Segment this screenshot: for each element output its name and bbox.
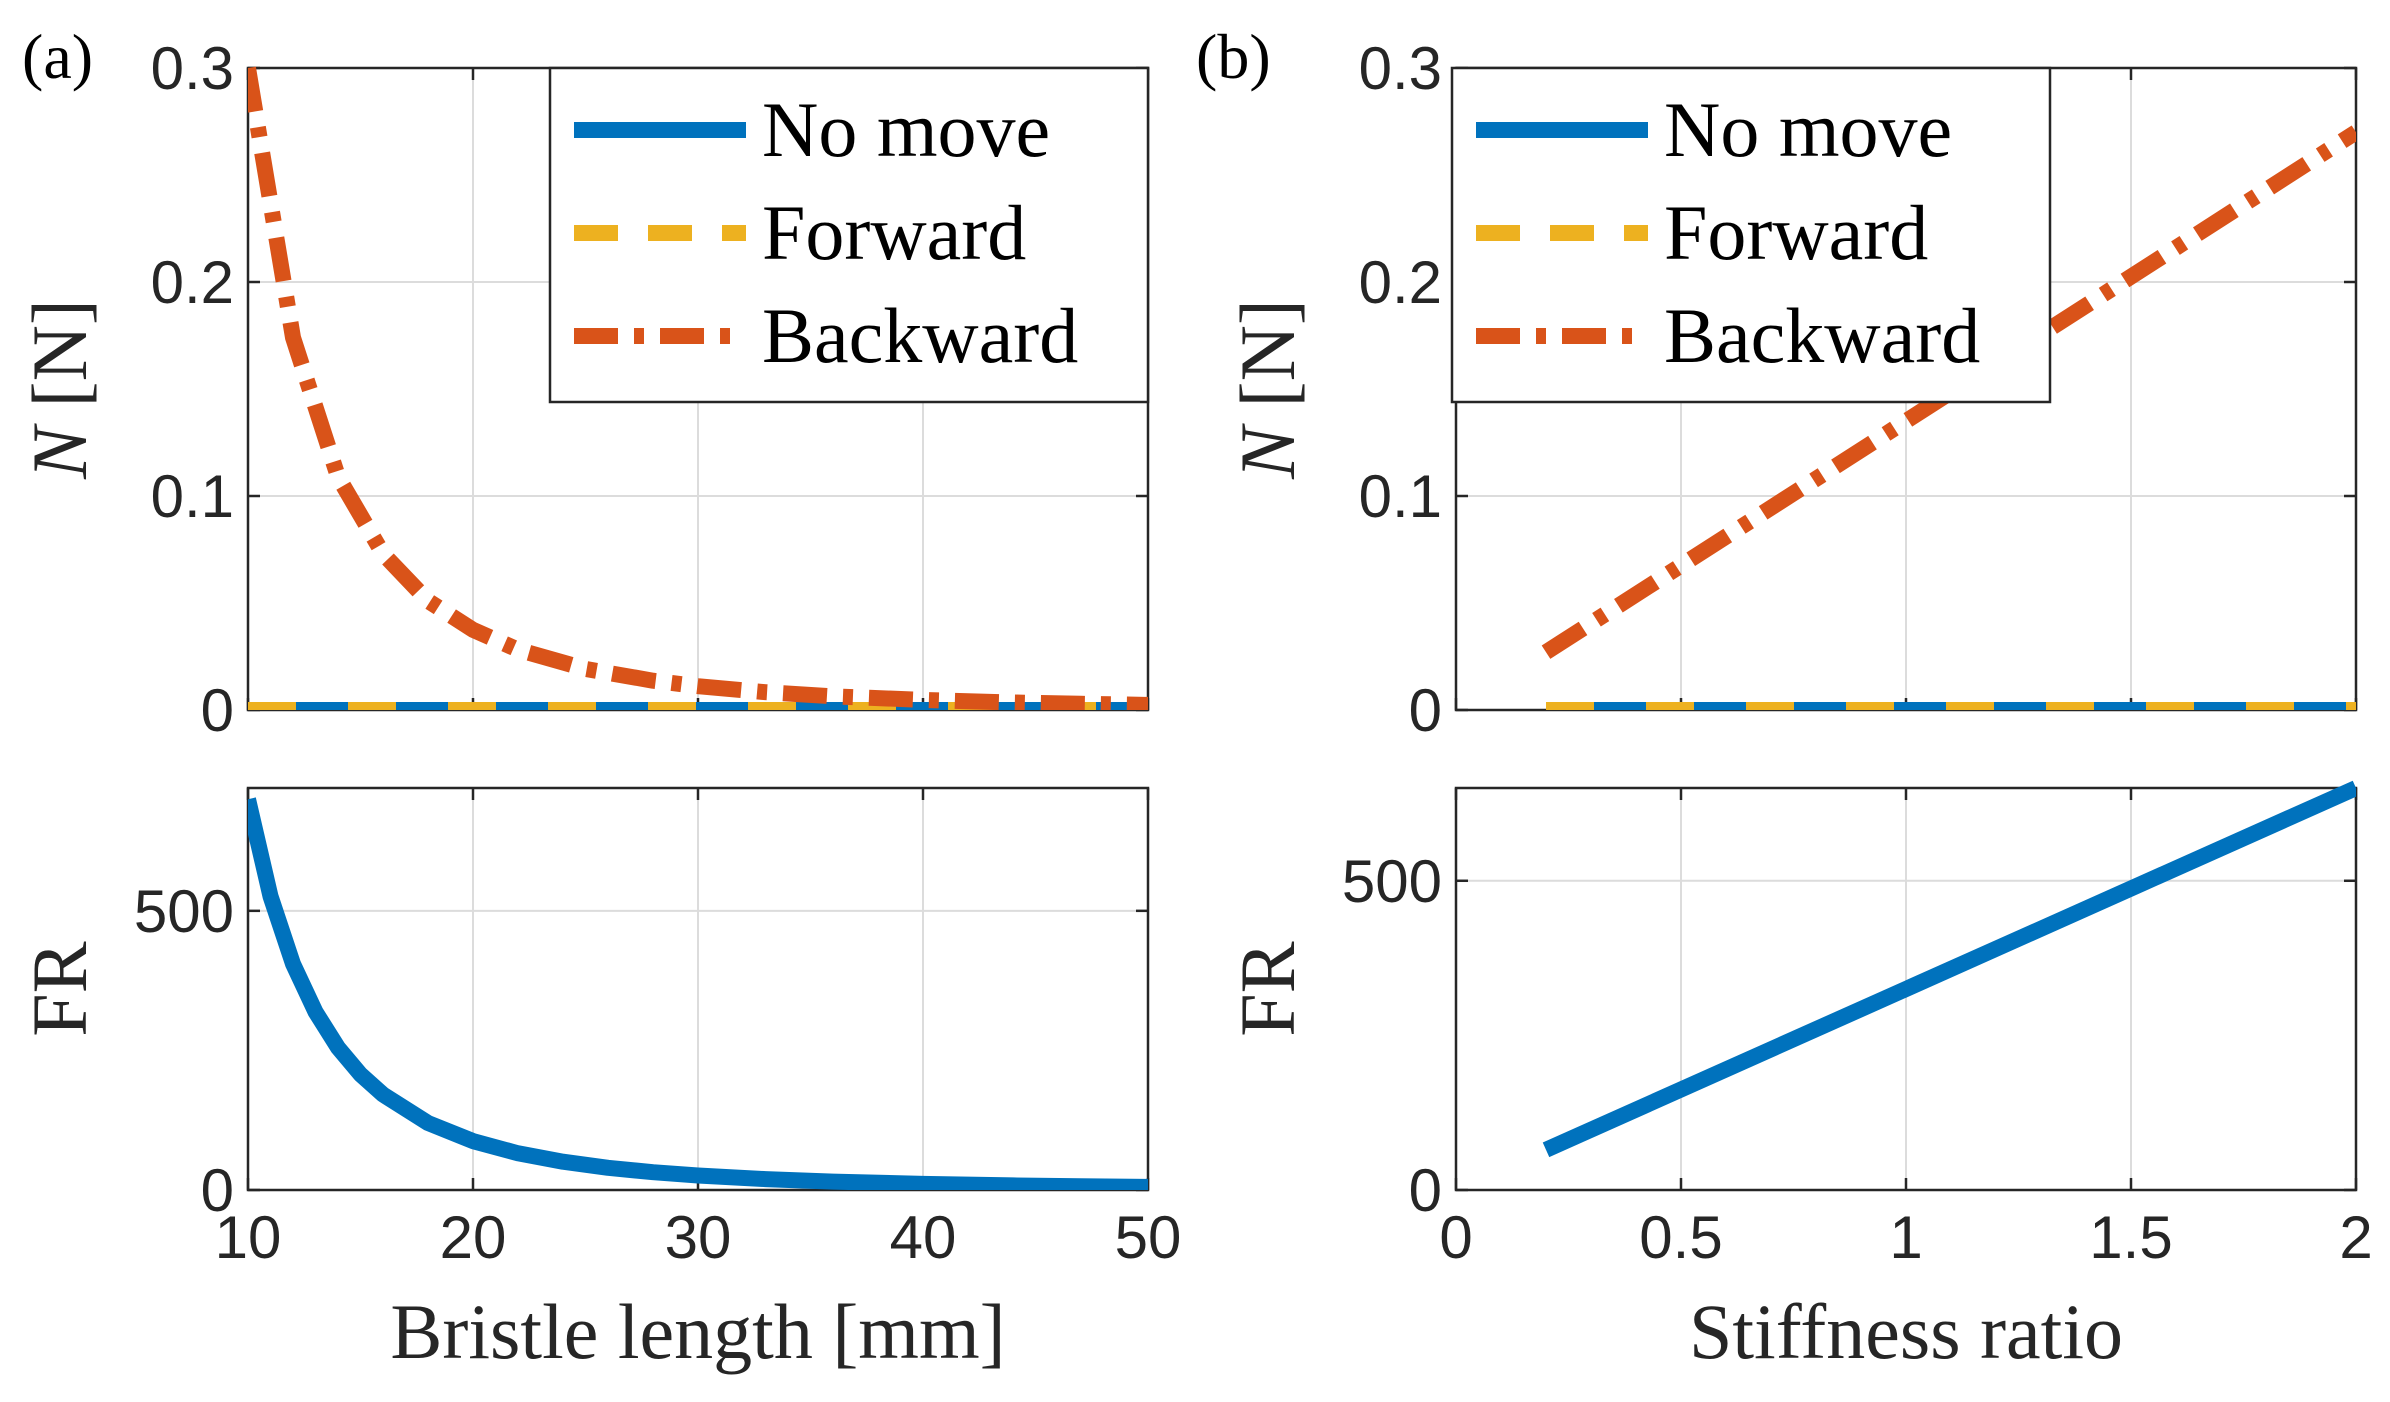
legend: No move Forward Backward	[548, 66, 1150, 404]
x-tick-label: 1	[1889, 1204, 1922, 1271]
panel-b-tag: (b)	[1196, 21, 1271, 92]
x-tick-label: 30	[665, 1204, 732, 1271]
plot-0-top-left: 0 0.1 0.2 0.3 N [N] No move Forward Backward	[16, 35, 1150, 744]
y-axis-symbol: N	[16, 423, 103, 480]
y-axis-label: N [N]	[16, 299, 103, 480]
series-line-backward	[248, 66, 1148, 710]
y-tick-label: 0	[1409, 1157, 1442, 1224]
x-tick-label: 40	[890, 1204, 957, 1271]
y-tick-label: 0.2	[1359, 249, 1442, 316]
y-axis-label: FR	[16, 941, 103, 1036]
y-tick-label: 0.2	[151, 249, 234, 316]
y-tick-label: 500	[134, 878, 234, 945]
x-axis-label: Bristle length [mm]	[390, 1288, 1005, 1375]
y-tick-label: 0.3	[1359, 35, 1442, 102]
y-axis-label: FR	[1224, 941, 1311, 1036]
x-tick-label: 10	[215, 1204, 282, 1271]
plot-2-top-right: 0 0.1 0.2 0.3 N [N] No move Forward Backward	[1224, 35, 2358, 744]
y-tick-label: 500	[1342, 848, 1442, 915]
y-axis-unit: [N]	[1224, 299, 1311, 427]
plot-3-bottom-right: 0 0.5 1 1.5 2 0 500 FR Stiffness ratio	[1224, 780, 2373, 1375]
y-tick-label: 0	[1409, 677, 1442, 744]
y-axis-symbol: N	[1224, 423, 1311, 480]
series-line-fr	[248, 797, 1148, 1190]
legend-label-no-move: No move	[762, 86, 1050, 173]
y-axis-unit: [N]	[16, 299, 103, 427]
series-line-backward	[1541, 125, 2356, 659]
x-tick-label: 2	[2339, 1204, 2372, 1271]
legend-label-backward: Backward	[1664, 292, 1980, 379]
legend: No move Forward Backward	[1450, 66, 2052, 404]
x-tick-label: 1.5	[2089, 1204, 2172, 1271]
x-tick-label: 0	[1439, 1204, 1472, 1271]
legend-label-forward: Forward	[1664, 189, 1928, 276]
legend-label-backward: Backward	[762, 292, 1078, 379]
y-tick-label: 0.3	[151, 35, 234, 102]
x-tick-label: 20	[440, 1204, 507, 1271]
y-tick-label: 0	[201, 677, 234, 744]
x-tick-label: 0.5	[1639, 1204, 1722, 1271]
x-axis-label: Stiffness ratio	[1689, 1288, 2123, 1375]
legend-label-forward: Forward	[762, 189, 1026, 276]
x-tick-label: 50	[1115, 1204, 1182, 1271]
y-axis-label: N [N]	[1224, 299, 1311, 480]
panel-a-tag: (a)	[22, 21, 93, 92]
y-tick-label: 0.1	[1359, 463, 1442, 530]
y-tick-label: 0	[201, 1157, 234, 1224]
y-tick-label: 0.1	[151, 463, 234, 530]
series-line-fr	[1542, 780, 2356, 1158]
legend-label-no-move: No move	[1664, 86, 1952, 173]
